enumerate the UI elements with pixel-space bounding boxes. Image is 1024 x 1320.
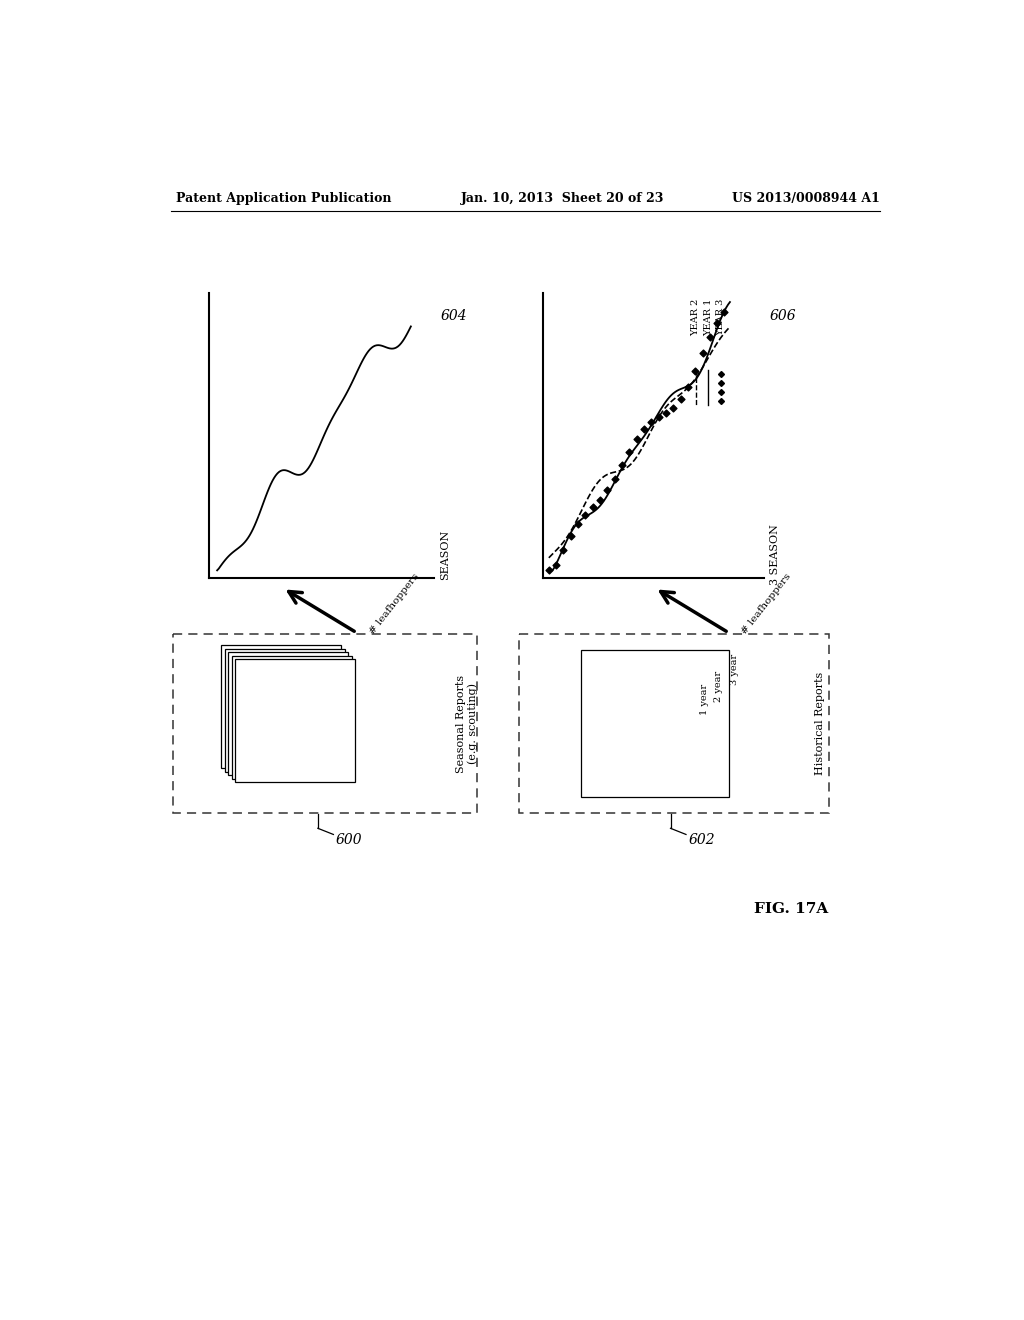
Bar: [173, 635, 477, 813]
Point: [570, 513, 587, 535]
Bar: [598, 667, 713, 780]
Point: [687, 360, 703, 381]
Bar: [231, 656, 352, 779]
Point: [541, 560, 557, 581]
Point: [650, 407, 667, 428]
Point: [709, 313, 725, 334]
Text: 602: 602: [688, 833, 715, 847]
Bar: [221, 645, 341, 768]
Point: [694, 343, 711, 364]
Point: [643, 412, 659, 433]
Bar: [582, 651, 729, 797]
Text: 2 year: 2 year: [714, 671, 723, 701]
Text: Jan. 10, 2013  Sheet 20 of 23: Jan. 10, 2013 Sheet 20 of 23: [461, 191, 665, 205]
Point: [629, 429, 645, 450]
Point: [613, 455, 630, 477]
Point: [606, 469, 623, 490]
Text: 604: 604: [440, 309, 467, 322]
Bar: [624, 693, 686, 755]
Point: [716, 302, 732, 323]
Text: 606: 606: [770, 309, 797, 322]
Bar: [225, 649, 345, 772]
Text: 3 SEASON: 3 SEASON: [770, 524, 779, 585]
Text: FIG. 17A: FIG. 17A: [754, 902, 827, 916]
Point: [592, 488, 608, 510]
Bar: [611, 681, 698, 767]
Text: YEAR 2: YEAR 2: [691, 298, 700, 335]
Point: [548, 554, 564, 576]
Text: YEAR 3: YEAR 3: [717, 298, 725, 335]
Point: [585, 496, 601, 517]
Point: [701, 326, 718, 347]
Point: [622, 441, 638, 462]
Bar: [234, 659, 355, 781]
Point: [680, 376, 696, 397]
Point: [665, 397, 681, 418]
Point: [673, 388, 689, 409]
Text: Seasonal Reports
(e.g. scouting): Seasonal Reports (e.g. scouting): [456, 675, 478, 772]
Text: Patent Application Publication: Patent Application Publication: [176, 191, 391, 205]
Text: YEAR 1: YEAR 1: [703, 298, 713, 335]
Point: [599, 479, 615, 500]
Text: US 2013/0008944 A1: US 2013/0008944 A1: [732, 191, 880, 205]
Bar: [519, 635, 829, 813]
Text: SEASON: SEASON: [440, 529, 451, 579]
Text: # leafhoppers: # leafhoppers: [369, 572, 421, 635]
Text: 1 year: 1 year: [700, 684, 709, 715]
Text: 600: 600: [336, 833, 362, 847]
Text: # leafhoppers: # leafhoppers: [740, 572, 794, 635]
Point: [657, 403, 674, 424]
Point: [578, 504, 594, 525]
Point: [562, 525, 579, 546]
Text: 3 year: 3 year: [730, 655, 739, 685]
Point: [555, 539, 571, 560]
Text: Historical Reports: Historical Reports: [815, 672, 825, 775]
Point: [636, 418, 652, 440]
Bar: [228, 652, 348, 775]
